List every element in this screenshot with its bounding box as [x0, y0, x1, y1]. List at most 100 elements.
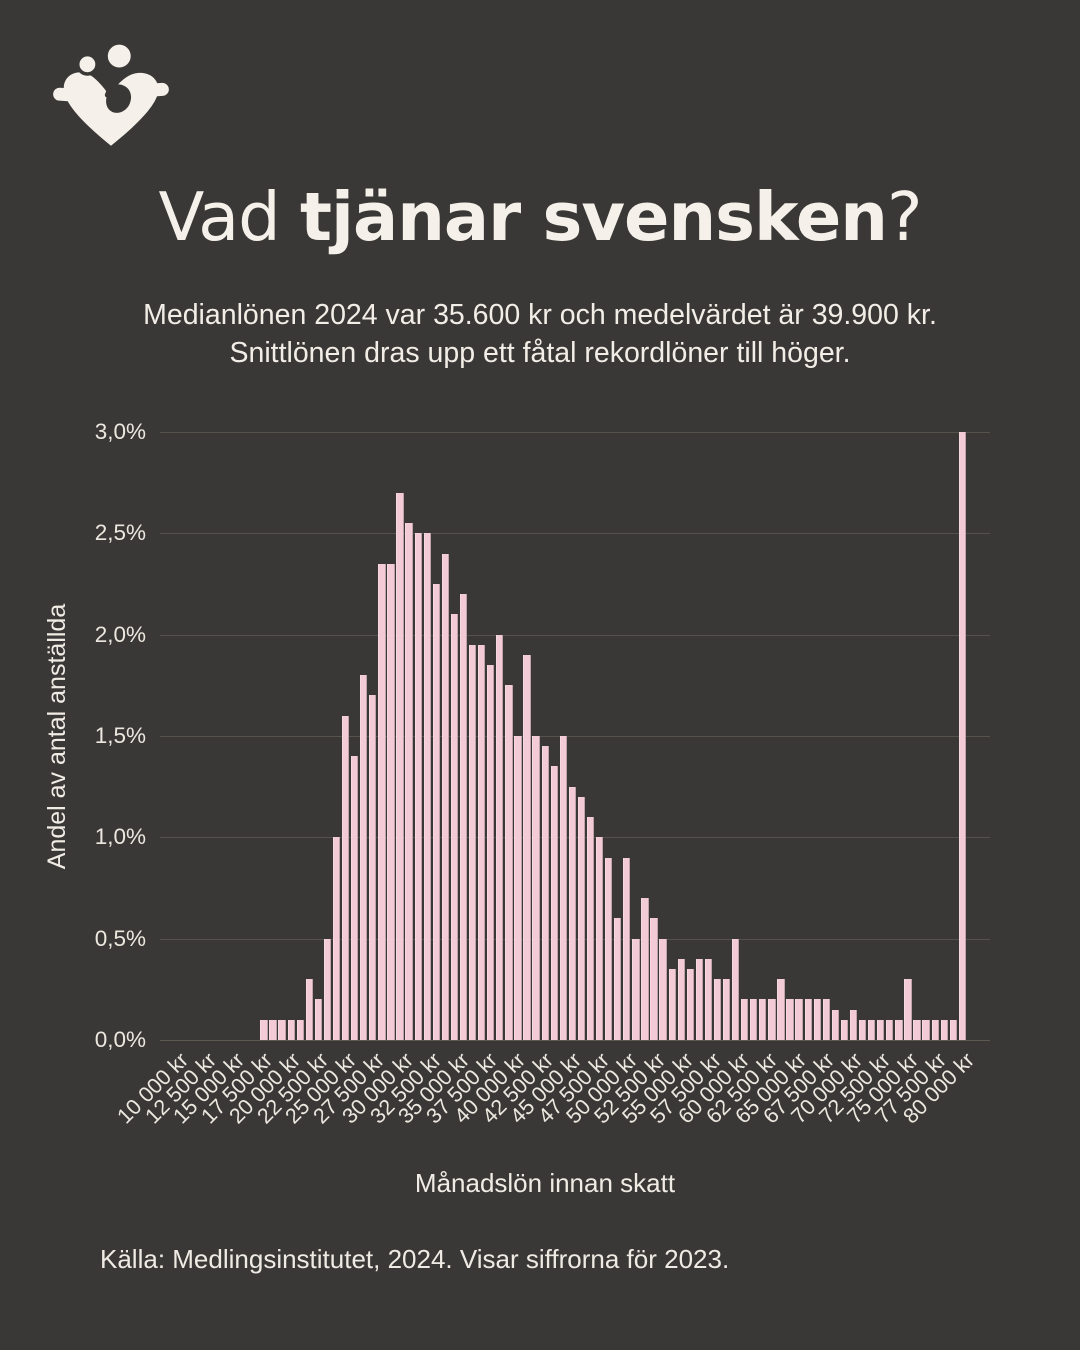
source-note: Källa: Medlingsinstitutet, 2024. Visar s… — [100, 1244, 730, 1274]
gridline-1,5%: 1,5% — [95, 723, 990, 748]
histogram-bar — [351, 756, 359, 1040]
histogram-bar — [505, 685, 513, 1040]
histogram-bar — [369, 695, 377, 1040]
histogram-bar — [922, 1019, 930, 1040]
gridline-0,0%: 0,0% — [95, 1027, 990, 1052]
histogram-bar — [323, 938, 332, 1040]
histogram-bar — [713, 979, 722, 1040]
histogram-bar — [595, 837, 604, 1040]
histogram-bar — [641, 898, 649, 1040]
histogram-bar — [650, 918, 658, 1040]
histogram-bar — [459, 594, 468, 1040]
histogram-bar — [886, 1019, 894, 1040]
histogram-bar — [532, 736, 540, 1040]
histogram-bar — [858, 1019, 867, 1040]
y-tick-label: 0,0% — [94, 1027, 146, 1052]
histogram-bar — [722, 979, 731, 1040]
histogram-bar — [514, 736, 522, 1040]
histogram-bar — [840, 1019, 849, 1040]
y-tick-label: 2,0% — [94, 621, 146, 647]
histogram-bar — [278, 1019, 286, 1040]
histogram-bar — [287, 1019, 295, 1040]
histogram-bar — [686, 969, 694, 1040]
subtitle: Medianlönen 2024 var 35.600 kr och medel… — [143, 299, 937, 369]
gridline-3,0%: 3,0% — [95, 419, 990, 444]
histogram-bar — [387, 563, 395, 1040]
histogram-bar — [895, 1019, 903, 1040]
histogram-bar — [605, 857, 613, 1040]
histogram-bar — [931, 1019, 939, 1040]
y-axis-title: Andel av antal anställda — [43, 603, 72, 869]
histogram-bar — [314, 999, 323, 1040]
histogram-bar — [487, 665, 495, 1040]
histogram-bar — [759, 999, 767, 1040]
histogram-bar — [568, 786, 577, 1040]
histogram-bar — [405, 523, 413, 1040]
gridline-2,0%: 2,0% — [95, 622, 990, 647]
histogram-bar — [623, 857, 631, 1040]
histogram-bar — [958, 432, 967, 1040]
histogram-bar — [704, 958, 713, 1040]
histogram-bar — [296, 1019, 304, 1040]
histogram-bar — [659, 938, 667, 1040]
histogram-bar — [668, 969, 676, 1040]
histogram-bar — [541, 746, 549, 1040]
histogram-bar — [677, 958, 685, 1040]
histogram-bar — [550, 766, 558, 1040]
histogram-bar — [786, 999, 794, 1040]
title-prefix: Vad — [158, 178, 300, 256]
histogram-bar — [478, 644, 486, 1040]
y-tick-label: 1,5% — [94, 723, 146, 748]
y-tick-label: 3,0% — [94, 419, 146, 444]
salary-histogram-plot: 0,0% 0,5% 1,0% 1,5% 2,0% 2,5% 3,0% — [95, 419, 990, 1052]
y-tick-label: 0,5% — [94, 925, 146, 951]
histogram-bar — [632, 938, 640, 1040]
title-question-mark: ? — [886, 178, 923, 256]
y-tick-label: 2,5% — [94, 520, 146, 546]
histogram-bar — [777, 979, 785, 1040]
x-axis-tick-labels: 10 000 kr 12 500 kr 15 000 kr 17 500 kr 20 0… — [113, 1048, 990, 1168]
histogram-bar — [432, 584, 440, 1040]
page-title: Vad tjänar svensken? — [0, 178, 1080, 256]
histogram-bar — [614, 918, 622, 1040]
histogram-bar — [577, 796, 586, 1040]
histogram-bar — [940, 1019, 948, 1040]
histogram-bar — [795, 999, 803, 1040]
histogram-bar — [441, 553, 450, 1040]
histogram-bar — [768, 999, 776, 1040]
histogram-bar — [468, 644, 477, 1040]
histogram-bar — [813, 999, 821, 1040]
histogram-bar — [949, 1019, 957, 1040]
histogram-bar — [341, 715, 350, 1040]
histogram-bar — [731, 938, 740, 1040]
histogram-bar — [831, 1009, 840, 1040]
family-heart-logo-icon — [52, 36, 170, 154]
histogram-bar — [496, 634, 504, 1040]
histogram-bar — [804, 999, 812, 1040]
histogram-bar — [695, 958, 703, 1040]
histogram-bar — [378, 563, 386, 1040]
histogram-bar — [849, 1009, 858, 1040]
histogram-bar — [750, 999, 758, 1040]
histogram-bar — [360, 675, 368, 1040]
x-axis-title: Månadslön innan skatt — [414, 1168, 676, 1198]
histogram-bar — [332, 837, 341, 1040]
histogram-bar — [904, 979, 912, 1040]
histogram-bar — [260, 1019, 268, 1040]
histogram-bar — [305, 979, 313, 1040]
histogram-bar — [523, 654, 531, 1040]
histogram-bar — [868, 1019, 876, 1040]
histogram-bar — [822, 999, 830, 1040]
y-tick-label: 1,0% — [94, 824, 146, 850]
histogram-bar — [450, 614, 459, 1040]
histogram-bar — [559, 736, 567, 1040]
gridline-2,5%: 2,5% — [95, 520, 990, 545]
histogram-bar — [414, 533, 422, 1040]
histogram-bar — [586, 817, 595, 1040]
histogram-bar — [423, 533, 431, 1040]
histogram-bar — [913, 1019, 921, 1040]
histogram-bar — [396, 492, 404, 1040]
histogram-bar — [741, 999, 749, 1040]
title-bold: tjänar svensken — [300, 178, 888, 256]
